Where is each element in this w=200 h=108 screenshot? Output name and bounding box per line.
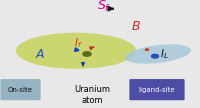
- Ellipse shape: [125, 44, 191, 64]
- Text: $I_L$: $I_L$: [160, 47, 168, 61]
- Text: $S_f$: $S_f$: [97, 0, 111, 14]
- Circle shape: [83, 52, 91, 56]
- Circle shape: [145, 49, 149, 51]
- Text: $I_f$: $I_f$: [74, 36, 82, 50]
- FancyBboxPatch shape: [0, 79, 41, 100]
- FancyBboxPatch shape: [129, 79, 185, 100]
- Text: ligand-site: ligand-site: [139, 87, 175, 93]
- Ellipse shape: [16, 33, 136, 69]
- Text: $A$: $A$: [35, 48, 45, 60]
- Text: Uranium
atom: Uranium atom: [74, 85, 110, 105]
- Text: $B$: $B$: [131, 21, 141, 33]
- Text: On-site: On-site: [8, 87, 33, 93]
- Circle shape: [152, 54, 158, 58]
